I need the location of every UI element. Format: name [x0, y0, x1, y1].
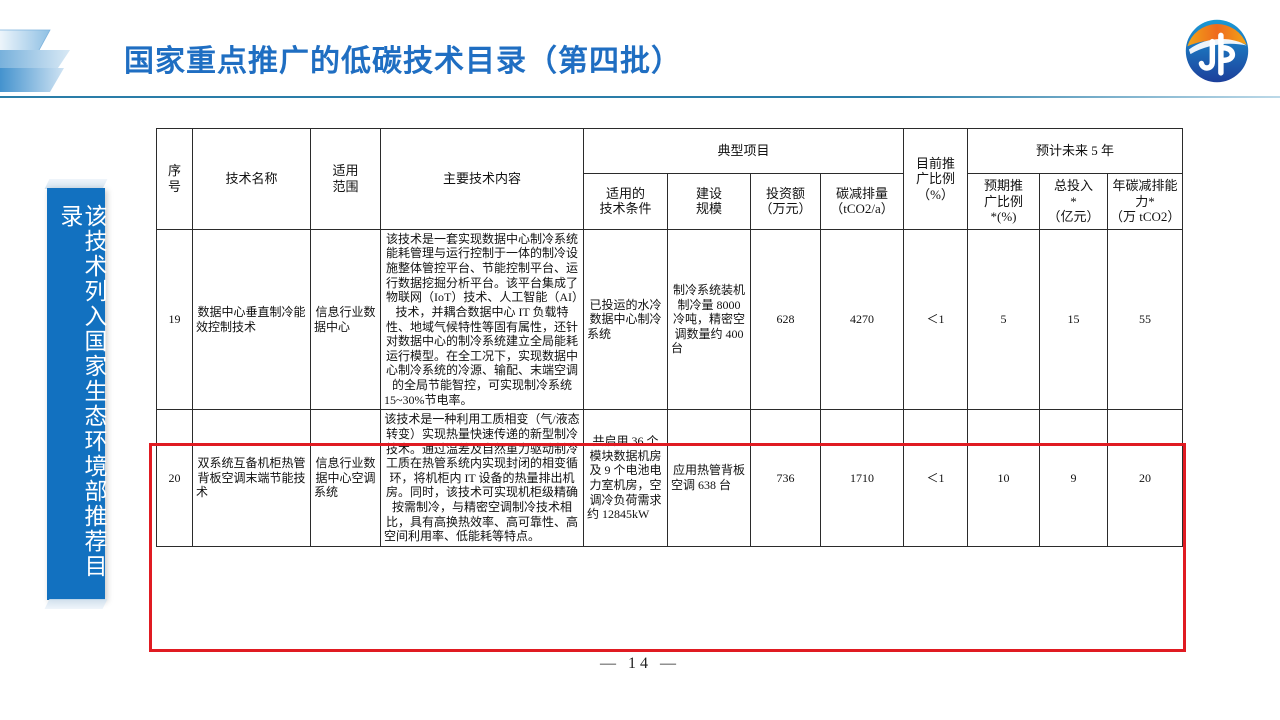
cell-seq: 19	[156, 228, 193, 411]
th-applicable-condition: 适用的 技术条件	[583, 173, 668, 230]
cell-future-ratio: 10	[967, 409, 1041, 547]
cell-future-carbon: 20	[1107, 409, 1184, 547]
th-carbon-reduction: 碳减排量 （tCO2/a）	[819, 173, 905, 230]
cell-investment: 736	[750, 409, 821, 547]
cell-main-content: 该技术是一套实现数据中心制冷系统能耗管理与运行控制于一体的制冷设施整体管控平台、…	[380, 228, 584, 411]
cell-future-total: 15	[1039, 228, 1109, 411]
cell-tech-name: 数据中心垂直制冷能效控制技术	[192, 228, 311, 411]
cell-condition: 共启用 36 个模块数据机房及 9 个电池电力室机房，空调冷负荷需求约 1284…	[583, 409, 668, 547]
jp-circular-logo-icon	[1185, 19, 1249, 83]
ribbon-fold-bottom	[44, 599, 108, 609]
tech-catalog-table: 序 号 技术名称 适用 范围 主要技术内容 典型项目 目前推 广比例 （%） 预…	[156, 128, 1184, 547]
th-scope: 适用 范围	[310, 128, 381, 230]
cell-seq: 20	[156, 409, 193, 547]
cell-carbon-reduction: 4270	[819, 228, 905, 411]
th-main-content: 主要技术内容	[380, 128, 584, 230]
table-head-row-1: 序 号 技术名称 适用 范围 主要技术内容 典型项目 目前推 广比例 （%） 预…	[156, 128, 1184, 230]
th-group-future-5y: 预计未来 5 年	[967, 128, 1184, 174]
cell-future-ratio: 5	[967, 228, 1041, 411]
th-construction-scale: 建设 规模	[667, 173, 751, 230]
cell-scope: 信息行业数据中心	[310, 228, 381, 411]
table-head: 序 号 技术名称 适用 范围 主要技术内容 典型项目 目前推 广比例 （%） 预…	[156, 128, 1184, 230]
header-accent-graphic	[0, 29, 70, 92]
cell-carbon-reduction: 1710	[819, 409, 905, 547]
table-row: 19 数据中心垂直制冷能效控制技术 信息行业数据中心 该技术是一套实现数据中心制…	[156, 228, 1184, 411]
table-body: 19 数据中心垂直制冷能效控制技术 信息行业数据中心 该技术是一套实现数据中心制…	[156, 228, 1184, 547]
cell-current-ratio: ＜1	[903, 409, 969, 547]
header-divider	[0, 96, 1280, 98]
ribbon-body	[47, 188, 105, 600]
page-number-footer: — 14 —	[600, 655, 680, 672]
page-title: 国家重点推广的低碳技术目录（第四批）	[124, 45, 682, 78]
th-tech-name: 技术名称	[192, 128, 311, 230]
tech-catalog-table-container: 序 号 技术名称 适用 范围 主要技术内容 典型项目 目前推 广比例 （%） 预…	[156, 128, 1184, 547]
cell-main-content: 该技术是一种利用工质相变（气/液态转变）实现热量快速传递的新型制冷技术。通过温差…	[380, 409, 584, 547]
cell-scope: 信息行业数据中心空调系统	[310, 409, 381, 547]
cell-scale: 应用热管背板空调 638 台	[667, 409, 751, 547]
cell-investment: 628	[750, 228, 821, 411]
th-future-ratio: 预期推 广比例 *(%)	[967, 173, 1041, 230]
cell-condition: 已投运的水冷数据中心制冷系统	[583, 228, 668, 411]
cell-current-ratio: ＜1	[903, 228, 969, 411]
side-ribbon-callout: 该技术列入国家生态环境部推荐目录	[44, 179, 108, 609]
th-future-total-investment: 总投入 * （亿元）	[1039, 173, 1109, 230]
slide-header: 国家重点推广的低碳技术目录（第四批）	[0, 0, 1280, 98]
cell-future-total: 9	[1039, 409, 1109, 547]
table-head-row-2: 适用的 技术条件 建设 规模 投资额 （万元） 碳减排量 （tCO2/a） 预期…	[157, 173, 1184, 230]
th-group-typical-project: 典型项目	[582, 128, 905, 174]
cell-future-carbon: 55	[1107, 228, 1184, 411]
side-ribbon-label: 该技术列入国家生态环境部推荐目录	[56, 204, 106, 579]
cell-tech-name: 双系统互备机柜热管背板空调末端节能技术	[192, 409, 311, 547]
th-future-carbon-capacity: 年碳减排能 力* （万 tCO2）	[1107, 173, 1184, 230]
th-investment: 投资额 （万元）	[750, 173, 821, 230]
table-row: 20 双系统互备机柜热管背板空调末端节能技术 信息行业数据中心空调系统 该技术是…	[156, 409, 1184, 547]
th-seq: 序 号	[156, 128, 193, 230]
th-current-ratio: 目前推 广比例 （%）	[903, 128, 969, 230]
cell-scale: 制冷系统装机制冷量 8000 冷吨，精密空调数量约 400 台	[667, 228, 751, 411]
